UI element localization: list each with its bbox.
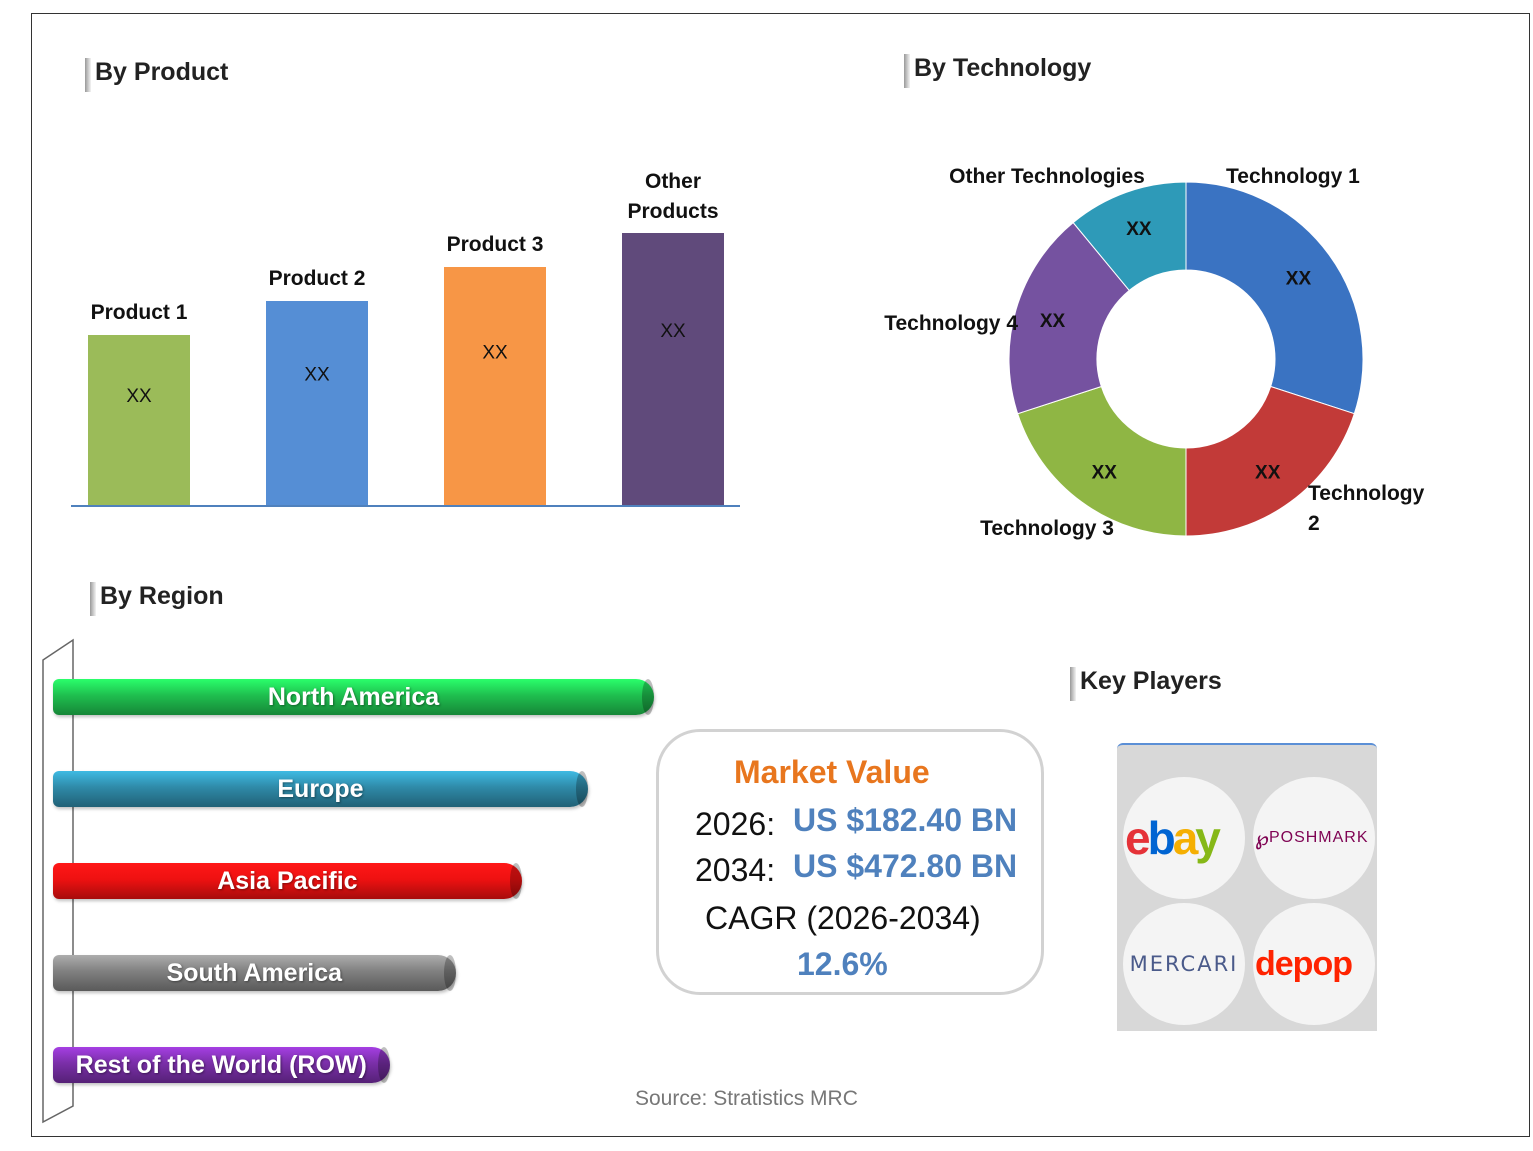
- region-bar: Rest of the World (ROW): [53, 1047, 390, 1083]
- technology-donut-slice: [1185, 181, 1364, 415]
- technology-donut-slice: [1185, 385, 1355, 537]
- product-bar: [266, 301, 368, 505]
- market-year-2034: 2034:: [695, 852, 776, 888]
- technology-category-label: Technology 3: [980, 517, 1114, 540]
- product-bar-value-label: XX: [660, 321, 686, 342]
- cagr-label: CAGR (2026-2034): [705, 900, 981, 936]
- region-bar: Europe: [53, 771, 588, 807]
- product-bar-chart: XX Product 1 XX Product 2 XX Product 3 XX Other…: [71, 170, 740, 507]
- region-bar-label: Asia Pacific: [217, 867, 358, 895]
- technology-slice-value-label: XX: [1126, 219, 1152, 240]
- region-bar-end-cap: [443, 955, 456, 991]
- region-bar-label: North America: [267, 683, 440, 711]
- depop-logo: depop: [1253, 903, 1375, 1025]
- technology-slice-value-label: XX: [1255, 462, 1281, 483]
- product-bar-value-label: XX: [126, 386, 152, 407]
- infographic-frame: [31, 13, 1530, 1137]
- ebay-logo: ebay: [1123, 777, 1245, 899]
- region-bar-end-cap: [377, 1047, 390, 1083]
- cagr-value: 12.6%: [797, 946, 888, 982]
- technology-slice-value-label: XX: [1286, 268, 1312, 289]
- technology-category-label: Technology 2: [1308, 482, 1425, 535]
- mercari-wordmark: MERCARI: [1129, 952, 1239, 976]
- source-note: Source: Stratistics MRC: [635, 1087, 858, 1110]
- product-category-label: Product 2: [269, 267, 366, 290]
- section-title-region: By Region: [90, 582, 224, 616]
- technology-donut-slice: [1008, 221, 1130, 415]
- market-value-title: Market Value: [734, 754, 930, 790]
- region-bar-label: South America: [166, 959, 343, 987]
- section-title-technology: By Technology: [904, 54, 1091, 88]
- product-bar: [88, 335, 190, 505]
- technology-donut-slice: [1072, 181, 1187, 292]
- market-value-2034: US $472.80 BN: [793, 848, 1018, 884]
- region-bar-end-cap: [509, 863, 522, 899]
- product-category-label: Product 1: [91, 301, 188, 324]
- technology-donut-chart: XX Technology 1 XX Technology 2 XX Technology …: [884, 165, 1425, 540]
- market-value-box: Market Value 2026: US $182.40 BN 2034: U…: [656, 729, 1044, 995]
- region-bar: South America: [53, 955, 456, 991]
- region-bar: North America: [53, 679, 654, 715]
- market-value-2026: US $182.40 BN: [793, 802, 1018, 838]
- poshmark-logo: ℘ POSHMARK: [1253, 777, 1375, 899]
- region-bar-label: Rest of the World (ROW): [75, 1051, 367, 1079]
- svg-text:ebay: ebay: [1125, 812, 1221, 864]
- mercari-logo: MERCARI: [1123, 903, 1245, 1025]
- technology-slice-value-label: XX: [1040, 311, 1066, 332]
- ebay-logo-mark: ebay: [1125, 812, 1224, 864]
- market-year-2026: 2026:: [695, 806, 776, 842]
- region-bar-end-cap: [642, 679, 654, 715]
- product-bar-value-label: XX: [304, 364, 330, 385]
- technology-category-label: Technology 1: [1226, 165, 1360, 188]
- technology-donut-slice: [1017, 385, 1187, 537]
- product-category-label: Product 3: [447, 233, 544, 256]
- product-category-label: Other Products: [627, 170, 718, 223]
- technology-slice-value-label: XX: [1092, 462, 1118, 483]
- section-title-key-players: Key Players: [1070, 667, 1222, 701]
- region-bar-label: Europe: [277, 775, 364, 803]
- product-bar-value-label: XX: [482, 343, 508, 364]
- poshmark-wordmark: POSHMARK: [1268, 829, 1369, 846]
- technology-category-label: Technology 4: [884, 312, 1018, 335]
- region-bar-end-cap: [575, 771, 588, 807]
- section-title-product: By Product: [85, 58, 228, 92]
- product-bar: [622, 233, 724, 505]
- product-bar: [444, 267, 546, 505]
- region-bar: Asia Pacific: [53, 863, 522, 899]
- key-players-logos: ebay ℘ POSHMARK MERCARI depop: [1117, 743, 1377, 1031]
- depop-wordmark: depop: [1255, 944, 1353, 983]
- technology-category-label: Other Technologies: [949, 165, 1145, 188]
